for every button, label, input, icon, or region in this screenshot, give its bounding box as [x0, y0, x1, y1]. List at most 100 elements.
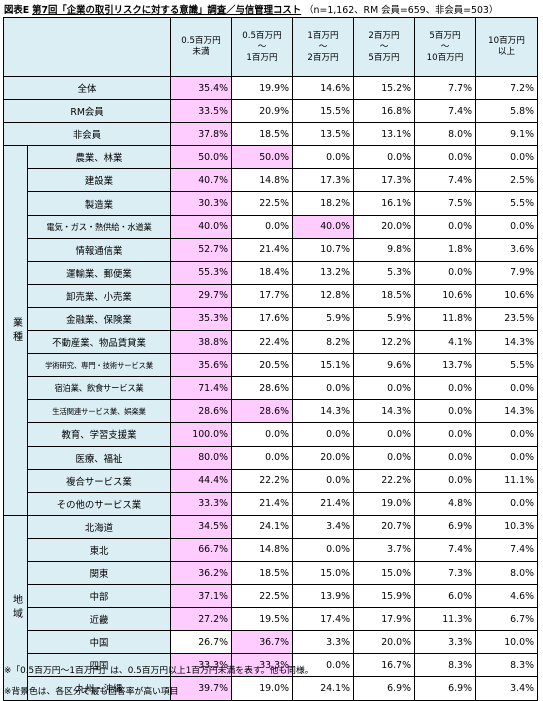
value-cell: 28.6% [170, 399, 232, 424]
table-row: 近畿 27.2% 19.5% 17.4% 17.9% 11.3% 6.7% [4, 607, 538, 632]
row-label: 東北 [27, 537, 171, 562]
column-header: 1百万円～ 2百万円 [292, 17, 354, 77]
table-row: 情報通信業 52.7% 21.4% 10.7% 9.8% 1.8% 3.6% [4, 237, 538, 262]
value-cell: 0.0% [414, 399, 476, 424]
row-label: 医療、福祉 [27, 445, 171, 470]
value-cell: 44.4% [170, 468, 232, 493]
value-cell: 3.7% [353, 537, 415, 562]
value-cell: 0.0% [414, 376, 476, 401]
value-cell: 20.0% [353, 630, 415, 655]
value-cell: 7.4% [475, 537, 538, 562]
value-cell: 7.3% [414, 560, 476, 586]
table-row: 業種 農業、林業 50.0% 50.0% 0.0% 0.0% 0.0% 0.0% [3, 145, 538, 516]
value-cell: 0.0% [292, 145, 354, 170]
value-cell: 0.0% [231, 445, 293, 470]
value-cell: 11.8% [414, 306, 476, 332]
table-row: 学術研究、専門・技術サービス業 35.6% 20.5% 15.1% 9.6% 13.7% 5… [4, 353, 538, 378]
value-cell: 20.9% [231, 99, 293, 124]
value-cell: 14.3% [475, 399, 538, 424]
value-cell: 35.6% [170, 353, 232, 378]
value-cell: 24.1% [231, 514, 293, 539]
value-cell: 0.0% [231, 422, 293, 447]
value-cell: 22.2% [353, 468, 415, 493]
row-label: 農業、林業 [27, 145, 171, 170]
value-cell: 0.0% [414, 468, 476, 493]
value-cell: 3.3% [414, 630, 476, 655]
value-cell: 5.5% [475, 353, 538, 378]
table-row: 九州・沖縄 39.7% 19.0% 24.1% 6.9% 6.9% 3.4% [4, 676, 538, 701]
table-row: 宿泊業、飲食サービス業 71.4% 28.6% 0.0% 0.0% 0.0% 0.0% [4, 376, 538, 401]
value-cell: 80.0% [170, 445, 232, 470]
value-cell: 34.5% [170, 514, 232, 539]
value-cell: 22.4% [231, 330, 293, 355]
value-cell: 16.1% [353, 191, 415, 216]
value-cell: 20.7% [353, 514, 415, 539]
value-cell: 0.0% [414, 445, 476, 470]
row-label: 建設業 [27, 168, 171, 193]
value-cell: 35.3% [170, 306, 232, 332]
table-row: RM会員 33.5% 20.9% 15.5% 16.8% 7.4% 5.8% [3, 99, 538, 124]
value-cell: 13.5% [292, 122, 354, 147]
value-cell: 24.1% [292, 676, 354, 701]
table-row: 建設業 40.7% 14.8% 17.3% 17.3% 7.4% 2.5% [4, 168, 538, 193]
row-label: 複合サービス業 [27, 468, 171, 493]
value-cell: 19.9% [231, 75, 293, 101]
column-header-line: 2百万円 [307, 52, 339, 63]
value-cell: 10.7% [292, 237, 354, 262]
group-label-text: 業種 [10, 316, 22, 345]
row-label: 金融業、保険業 [27, 306, 171, 332]
value-cell: 0.0% [353, 376, 415, 401]
value-cell: 0.0% [353, 145, 415, 170]
table-row: 全体 35.4% 19.9% 14.6% 15.2% 7.7% 7.2% [3, 75, 538, 101]
value-cell: 8.2% [292, 330, 354, 355]
column-header: 0.5百万円 未満 [170, 17, 232, 77]
column-header-line: 未満 [192, 47, 210, 57]
value-cell: 7.4% [414, 168, 476, 193]
row-label: 学術研究、専門・技術サービス業 [27, 353, 171, 378]
value-cell: 33.5% [170, 99, 232, 124]
value-cell: 0.0% [353, 422, 415, 447]
column-header-line: 0.5百万円 [181, 36, 221, 46]
value-cell: 7.4% [414, 537, 476, 562]
column-header-line: 2百万円 [368, 30, 400, 41]
value-cell: 50.0% [231, 145, 293, 170]
group-label-region: 地域 [3, 514, 28, 701]
row-label: 電気・ガス・熱供給・水道業 [27, 214, 171, 239]
value-cell: 17.4% [292, 607, 354, 632]
table-row: 地域 北海道 34.5% 24.1% 3.4% 20.7% 6.9% 10.3% [3, 514, 538, 701]
value-cell: 10.6% [475, 283, 538, 308]
group-label-industry: 業種 [3, 145, 28, 516]
column-header-line: 以上 [497, 47, 516, 57]
value-cell: 33.3% [170, 491, 232, 516]
value-cell: 22.5% [231, 584, 293, 609]
value-cell: 19.5% [231, 607, 293, 632]
value-cell: 12.8% [292, 283, 354, 308]
value-cell: 29.7% [170, 283, 232, 308]
value-cell: 13.1% [353, 122, 415, 147]
value-cell: 0.0% [475, 445, 538, 470]
value-cell: 38.8% [170, 330, 232, 355]
column-header: 5百万円～ 10百万円 [414, 17, 476, 77]
column-header-line: ～ [440, 41, 450, 52]
column-header-line: 1百万円 [246, 52, 278, 63]
value-cell: 0.0% [414, 214, 476, 239]
value-cell: 8.0% [475, 560, 538, 586]
header-corner [3, 17, 171, 77]
table-row: 非会員 37.8% 18.5% 13.5% 13.1% 8.0% 9.1% [3, 122, 538, 147]
value-cell: 4.6% [475, 584, 538, 609]
column-header-line: ～ [257, 41, 267, 52]
value-cell: 15.0% [353, 560, 415, 586]
value-cell: 6.9% [353, 676, 415, 701]
row-label: 情報通信業 [27, 237, 171, 262]
value-cell: 0.0% [414, 422, 476, 447]
value-cell: 37.1% [170, 584, 232, 609]
value-cell: 50.0% [170, 145, 232, 170]
row-label: 運輸業、郵便業 [27, 260, 171, 285]
row-label: RM会員 [3, 99, 171, 124]
value-cell: 0.0% [353, 445, 415, 470]
value-cell: 20.5% [231, 353, 293, 378]
value-cell: 15.2% [353, 75, 415, 101]
value-cell: 18.5% [231, 122, 293, 147]
row-label: その他のサービス業 [27, 491, 171, 516]
value-cell: 13.7% [414, 353, 476, 378]
